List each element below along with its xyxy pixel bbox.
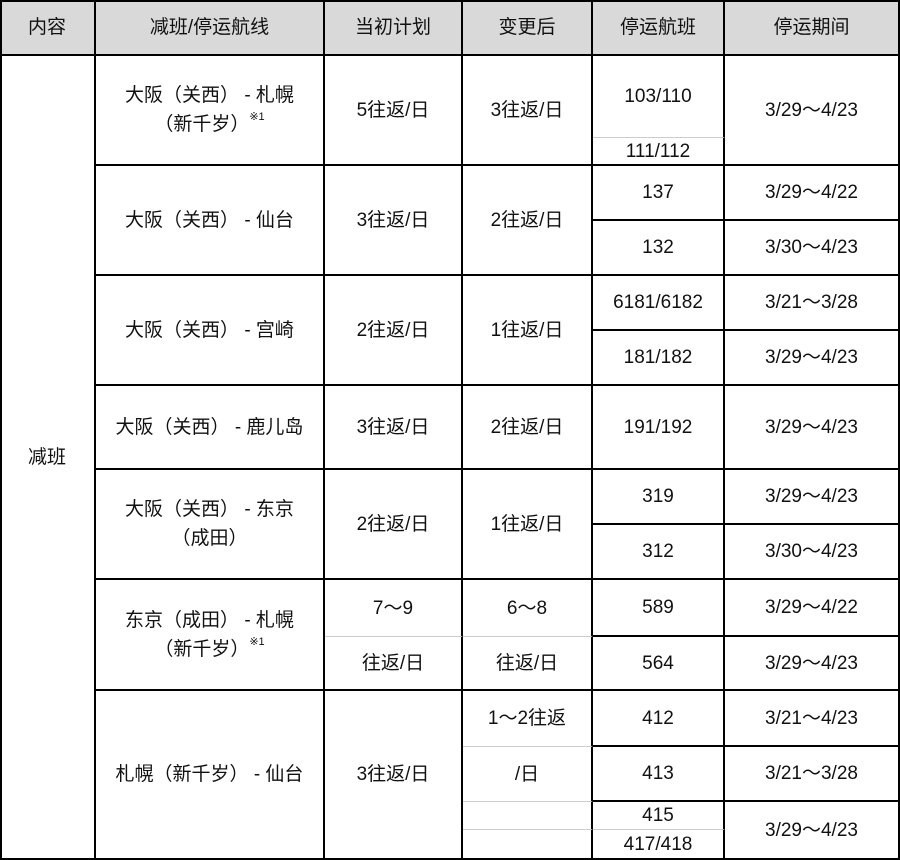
period-cell: 3/21～4/23 — [725, 691, 900, 747]
route-line1: 东京（成田） - 札幌 — [125, 609, 294, 631]
header-period: 停运期间 — [725, 0, 900, 56]
route-line2: （新千岁） — [154, 114, 250, 135]
period-cell: 3/29～4/23 — [725, 470, 900, 525]
flight-cell: 564 — [593, 637, 725, 691]
period-cell: 3/30～4/23 — [725, 525, 900, 580]
after-cell: 1往返/日 — [463, 470, 593, 580]
flight-cell: 589 — [593, 580, 725, 637]
flight-cell: 312 — [593, 525, 725, 580]
after-cell-empty — [463, 802, 593, 830]
route-cell: 东京（成田） - 札幌 （新千岁）※1 — [96, 580, 325, 691]
after-cell: 6～8 — [463, 580, 593, 637]
footnote-mark: ※1 — [249, 635, 265, 648]
after-cell: 2往返/日 — [463, 166, 593, 276]
period-cell: 3/29～4/23 — [725, 331, 900, 386]
flight-cell: 417/418 — [593, 830, 725, 860]
flight-cell: 132 — [593, 221, 725, 276]
after-cell: 往返/日 — [463, 637, 593, 691]
period-cell: 3/21～3/28 — [725, 276, 900, 331]
period-cell: 3/29～4/23 — [725, 386, 900, 470]
plan-cell: 2往返/日 — [325, 276, 463, 386]
route-line1: 大阪（关西） - 东京 — [125, 499, 294, 520]
flight-cell: 191/192 — [593, 386, 725, 470]
route-cell: 札幌（新千岁） - 仙台 — [96, 691, 325, 860]
period-cell: 3/29～4/22 — [725, 166, 900, 221]
flight-cell: 181/182 — [593, 331, 725, 386]
route-cell: 大阪（关西） - 札幌 （新千岁）※1 — [96, 56, 325, 166]
header-route: 减班/停运航线 — [96, 0, 325, 56]
after-cell: 3往返/日 — [463, 56, 593, 166]
after-cell: 1～2往返 — [463, 691, 593, 747]
route-line1: 大阪（关西） - 札幌 — [125, 85, 294, 106]
period-cell: 3/29～4/23 — [725, 802, 900, 860]
route-cell: 大阪（关西） - 鹿儿岛 — [96, 386, 325, 470]
flight-cell: 6181/6182 — [593, 276, 725, 331]
header-content: 内容 — [0, 0, 96, 56]
period-cell: 3/29～4/23 — [725, 637, 900, 691]
header-plan: 当初计划 — [325, 0, 463, 56]
header-flights: 停运航班 — [593, 0, 725, 56]
period-cell: 3/21～3/28 — [725, 747, 900, 802]
plan-cell: 3往返/日 — [325, 166, 463, 276]
route-cell: 大阪（关西） - 仙台 — [96, 166, 325, 276]
period-cell: 3/29～4/23 — [725, 56, 900, 166]
category-cell: 减班 — [0, 56, 96, 860]
flight-cell: 415 — [593, 802, 725, 830]
after-cell: 1往返/日 — [463, 276, 593, 386]
route-line2: （成田） — [171, 528, 248, 549]
flight-cell: 103/110 — [593, 56, 725, 138]
plan-cell: 7～9 — [325, 580, 463, 637]
route-cell: 大阪（关西） - 东京 （成田） — [96, 470, 325, 580]
route-line2: （新千岁） — [154, 638, 250, 660]
after-cell: /日 — [463, 747, 593, 802]
plan-cell: 5往返/日 — [325, 56, 463, 166]
flight-cell: 137 — [593, 166, 725, 221]
period-cell: 3/29～4/22 — [725, 580, 900, 637]
period-cell: 3/30～4/23 — [725, 221, 900, 276]
plan-cell: 3往返/日 — [325, 691, 463, 860]
plan-cell: 3往返/日 — [325, 386, 463, 470]
footnote-mark: ※1 — [249, 111, 265, 123]
flight-cell: 413 — [593, 747, 725, 802]
plan-cell: 2往返/日 — [325, 470, 463, 580]
plan-cell: 往返/日 — [325, 637, 463, 691]
flight-cell: 111/112 — [593, 138, 725, 166]
flight-cell: 319 — [593, 470, 725, 525]
route-cell: 大阪（关西） - 宫崎 — [96, 276, 325, 386]
after-cell-empty — [463, 830, 593, 860]
flight-cell: 412 — [593, 691, 725, 747]
after-cell: 2往返/日 — [463, 386, 593, 470]
header-after: 变更后 — [463, 0, 593, 56]
